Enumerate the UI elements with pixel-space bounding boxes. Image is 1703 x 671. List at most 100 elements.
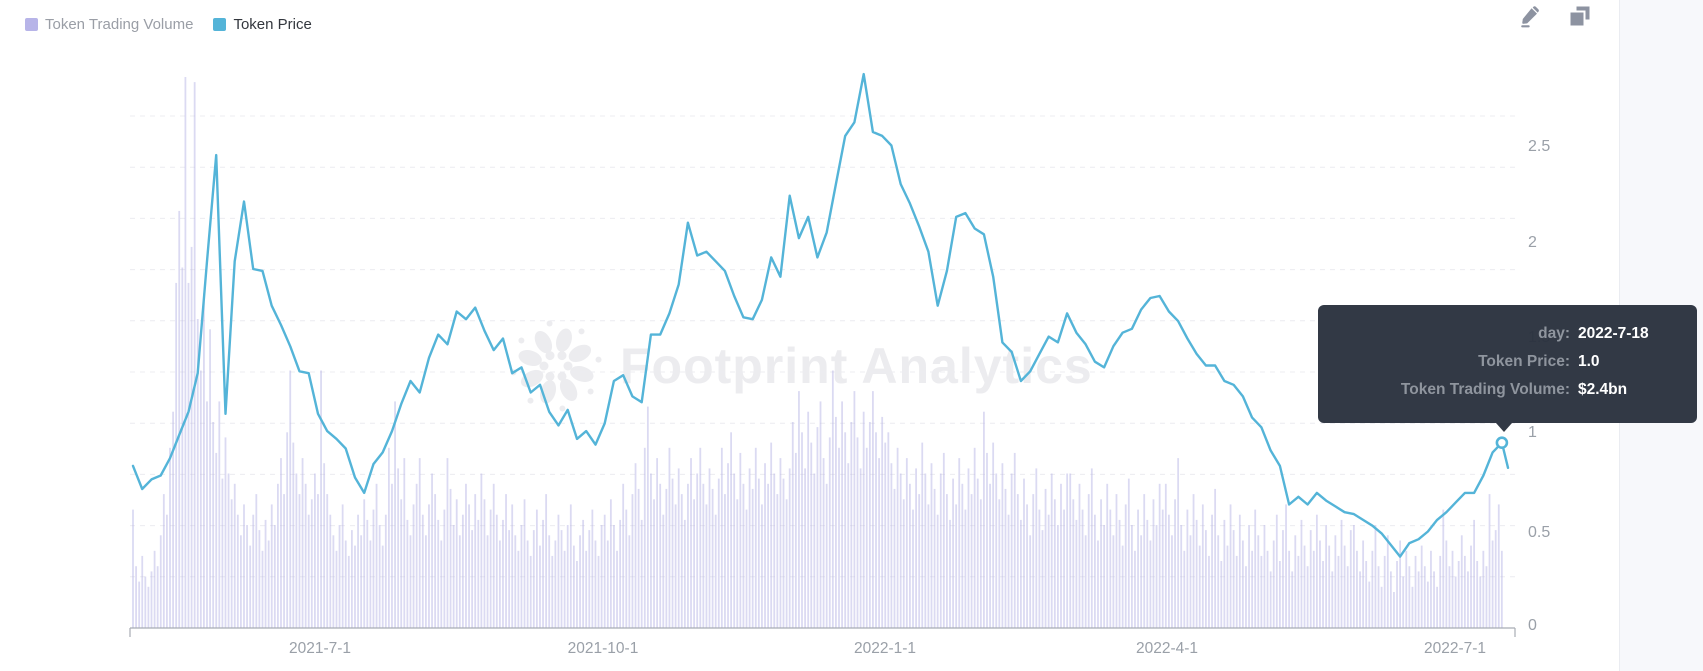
- volume-bar: [680, 494, 683, 628]
- volume-bar: [1368, 581, 1371, 628]
- volume-bar: [378, 525, 381, 628]
- volume-bar: [508, 530, 511, 628]
- volume-bar: [354, 545, 356, 628]
- volume-bar: [708, 468, 711, 629]
- volume-bar: [1476, 561, 1479, 628]
- volume-bar: [159, 535, 162, 628]
- volume-bar: [1460, 535, 1463, 628]
- volume-bar: [603, 514, 606, 628]
- volume-bar: [421, 514, 424, 628]
- x-axis-label: 2022-7-1: [1423, 640, 1487, 657]
- copy-duplicate-icon[interactable]: [1568, 4, 1592, 28]
- volume-bar: [434, 494, 437, 628]
- x-axis-label: 2022-4-1: [1135, 640, 1199, 657]
- volume-bar: [1405, 550, 1408, 629]
- volume-bar: [1143, 494, 1146, 628]
- volume-bar: [1100, 499, 1102, 629]
- volume-bar: [1374, 525, 1377, 628]
- volume-bar: [1309, 530, 1312, 628]
- volume-bar: [995, 473, 998, 628]
- legend: Token Trading Volume Token Price: [25, 16, 312, 33]
- volume-bar: [1389, 571, 1392, 629]
- volume-bar: [927, 504, 930, 628]
- volume-bar: [1266, 550, 1269, 629]
- volume-bar: [1359, 571, 1361, 629]
- tooltip-arrow-icon: [1496, 423, 1512, 432]
- volume-bar: [196, 319, 199, 628]
- volume-bar: [918, 494, 921, 628]
- volume-bar: [1454, 576, 1457, 628]
- volume-bar: [166, 514, 168, 628]
- volume-bar: [1063, 509, 1065, 628]
- volume-bar: [292, 442, 295, 628]
- edit-pencil-icon[interactable]: [1518, 4, 1542, 28]
- volume-bar: [329, 514, 332, 628]
- volume-bar: [576, 561, 578, 628]
- volume-bar: [1140, 535, 1143, 628]
- volume-bar: [690, 458, 692, 628]
- volume-bar: [1269, 571, 1272, 629]
- volume-bar: [1331, 571, 1334, 629]
- volume-bar: [431, 473, 433, 628]
- volume-bar: [471, 530, 474, 628]
- volume-bar: [369, 540, 372, 628]
- volume-bar: [1278, 561, 1281, 628]
- volume-bar: [983, 411, 985, 628]
- volume-bar: [1383, 555, 1386, 628]
- volume-bar: [1010, 473, 1013, 628]
- volume-bar: [529, 555, 532, 628]
- volume-bar: [162, 494, 165, 628]
- volume-bar: [1325, 525, 1328, 628]
- volume-bar: [739, 452, 742, 628]
- volume-bar: [218, 401, 221, 628]
- volume-bar: [961, 483, 964, 628]
- volume-bar: [455, 499, 458, 629]
- volume-bar: [1399, 540, 1402, 628]
- volume-bar: [733, 473, 736, 628]
- volume-bar: [1251, 550, 1254, 629]
- volume-bar: [696, 473, 699, 628]
- tooltip-value: 2022-7-18: [1578, 325, 1649, 342]
- volume-bar: [1241, 540, 1244, 628]
- volume-bar: [545, 494, 548, 628]
- volume-bar: [1155, 525, 1158, 628]
- legend-item-token-trading-volume[interactable]: Token Trading Volume: [25, 16, 193, 33]
- volume-bar: [875, 432, 877, 628]
- volume-bar: [150, 571, 153, 629]
- volume-bar: [1013, 452, 1016, 628]
- volume-bar: [986, 452, 988, 628]
- volume-bar: [779, 458, 782, 628]
- volume-bar: [1257, 535, 1260, 628]
- volume-bar: [1121, 545, 1124, 628]
- volume-bar: [144, 576, 147, 628]
- volume-bar: [1494, 530, 1497, 628]
- volume-bar: [1488, 494, 1491, 628]
- volume-bar: [912, 509, 914, 628]
- volume-bar: [1186, 509, 1189, 628]
- volume-bar: [264, 519, 267, 629]
- volume-bar: [671, 478, 674, 628]
- volume-bar: [976, 478, 979, 628]
- volume-bar: [588, 530, 591, 628]
- toolbar: [1518, 4, 1592, 28]
- volume-bar: [1229, 504, 1232, 628]
- volume-bar: [338, 525, 341, 628]
- volume-bar: [563, 550, 566, 629]
- volume-bar: [267, 540, 270, 628]
- volume-bar: [443, 509, 446, 628]
- volume-bar: [847, 463, 850, 628]
- volume-bar: [1090, 468, 1093, 629]
- volume-bar: [326, 494, 329, 628]
- volume-bar: [754, 447, 757, 629]
- volume-bar: [831, 370, 834, 628]
- volume-bar: [132, 509, 134, 628]
- volume-bar: [801, 432, 803, 628]
- volume-bar: [1349, 530, 1352, 628]
- volume-bar: [1198, 545, 1201, 628]
- legend-item-token-price[interactable]: Token Price: [213, 16, 312, 33]
- highlight-marker[interactable]: [1495, 436, 1509, 450]
- volume-bar: [816, 427, 819, 628]
- volume-bar: [665, 488, 668, 628]
- volume-bar: [1211, 514, 1213, 628]
